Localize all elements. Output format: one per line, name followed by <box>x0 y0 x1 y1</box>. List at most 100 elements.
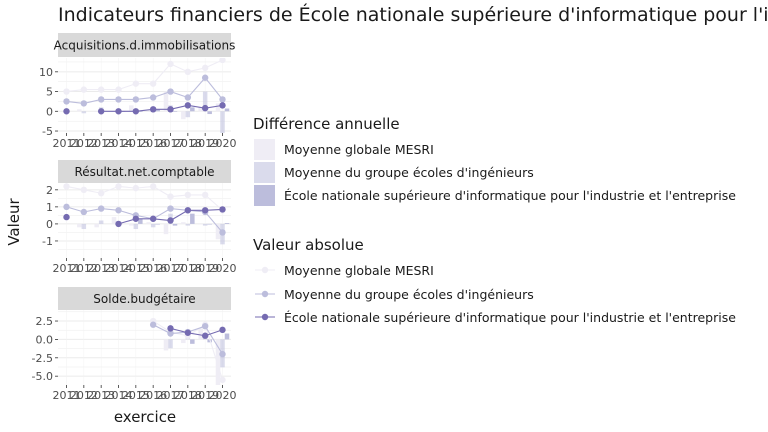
point-mesri <box>80 186 88 194</box>
legend-point-mesri <box>261 266 269 274</box>
point-groupe <box>167 88 174 95</box>
x-tick-label: 2016 <box>139 137 167 150</box>
point-ecole <box>167 106 174 113</box>
x-tick-label: 2016 <box>139 389 167 402</box>
bar-diff-groupe <box>150 223 156 228</box>
x-tick-label: 2019 <box>191 262 219 275</box>
bar-diff-ecole <box>224 223 230 224</box>
x-tick-label: 2017 <box>157 389 185 402</box>
point-groupe <box>63 98 70 105</box>
point-ecole <box>201 207 209 214</box>
x-tick-label: 2012 <box>70 137 98 150</box>
legend-bar-label-ecole: École nationale supérieure d'informatiqu… <box>284 188 736 203</box>
point-ecole <box>132 108 140 115</box>
bar-diff-mesri <box>129 223 134 226</box>
x-tick-label: 2013 <box>87 389 115 402</box>
bar-diff-groupe <box>185 223 191 226</box>
point-mesri <box>97 190 105 197</box>
line-groupe <box>66 206 223 233</box>
bar-diff-groupe <box>81 111 87 114</box>
point-ecole <box>115 220 122 228</box>
y-tick-label: 5 <box>46 86 53 99</box>
bar-diff-ecole <box>172 223 178 226</box>
bar-diff-groupe <box>98 220 104 224</box>
x-tick-label: 2011 <box>53 137 81 150</box>
bar-diff-mesri <box>163 339 169 351</box>
bar-diff-mesri <box>215 103 221 112</box>
legend-line-label-ecole: École nationale supérieure d'informatiqu… <box>284 310 736 325</box>
bar-diff-ecole <box>172 111 178 112</box>
point-ecole <box>201 104 209 112</box>
point-groupe <box>132 96 140 103</box>
panel-plot-area <box>63 183 230 245</box>
x-axis-title: exercice <box>114 408 176 426</box>
x-tick-label: 2015 <box>122 389 150 402</box>
point-ecole <box>63 213 70 221</box>
legend: Différence annuelle Moyenne globale MESR… <box>253 115 736 325</box>
point-ecole <box>219 102 226 109</box>
x-tick-label: 2020 <box>209 389 237 402</box>
point-mesri <box>97 86 105 93</box>
bar-diff-ecole <box>190 339 195 344</box>
bar-diff-ecole <box>190 107 195 112</box>
x-tick-label: 2015 <box>122 137 150 150</box>
x-tick-label: 2014 <box>105 389 133 402</box>
point-mesri <box>63 88 70 95</box>
x-tick-label: 2019 <box>191 137 219 150</box>
facet-strip <box>58 33 231 57</box>
y-tick-label: 2 <box>46 184 53 197</box>
legend-bar-swatch-ecole <box>254 185 275 206</box>
x-tick-label: 2017 <box>157 137 185 150</box>
point-groupe <box>80 100 88 107</box>
legend-line-label-mesri: Moyenne globale MESRI <box>284 263 434 278</box>
point-groupe <box>97 205 105 212</box>
point-groupe <box>97 96 105 103</box>
point-ecole <box>149 106 157 113</box>
bar-diff-groupe <box>202 223 208 226</box>
x-tick-label: 2018 <box>174 389 202 402</box>
legend-point-ecole <box>261 313 269 321</box>
bar-diff-mesri <box>163 223 169 235</box>
legend-bar-swatch-mesri <box>254 139 275 160</box>
x-tick-label: 2018 <box>174 262 202 275</box>
point-ecole <box>184 329 192 336</box>
point-mesri <box>132 184 140 192</box>
point-ecole <box>115 108 122 115</box>
point-ecole <box>184 102 192 109</box>
point-groupe <box>167 330 174 337</box>
x-tick-label: 2020 <box>209 137 237 150</box>
point-ecole <box>184 207 192 214</box>
bar-diff-mesri <box>77 109 82 112</box>
x-tick-label: 2014 <box>105 137 133 150</box>
point-ecole <box>167 325 174 332</box>
line-groupe <box>66 76 223 104</box>
y-tick-label: 1 <box>46 201 53 214</box>
y-tick-label: 2.5 <box>36 315 54 328</box>
point-mesri <box>132 80 140 87</box>
bar-diff-mesri <box>198 223 203 225</box>
y-tick-label: 0 <box>46 218 53 231</box>
point-ecole <box>201 332 209 339</box>
bar-diff-mesri <box>181 222 186 224</box>
legend-lines-title: Valeur absolue <box>253 236 364 254</box>
point-groupe <box>201 74 209 81</box>
point-mesri <box>201 64 209 72</box>
x-tick-label: 2012 <box>70 389 98 402</box>
bar-diff-mesri <box>181 339 186 344</box>
legend-point-groupe <box>261 290 269 298</box>
bar-diff-mesri <box>215 339 221 385</box>
bar-diff-mesri <box>163 91 169 112</box>
point-groupe <box>63 203 70 211</box>
y-tick-label: 0 <box>46 105 53 118</box>
point-mesri <box>184 68 192 76</box>
bar-diff-mesri <box>94 111 99 112</box>
point-mesri <box>219 58 226 64</box>
x-tick-label: 2019 <box>191 389 219 402</box>
bar-diff-mesri <box>94 223 99 228</box>
x-tick-label: 2011 <box>53 389 81 402</box>
facet-strip-label: Résultat.net.comptable <box>74 165 214 179</box>
x-tick-label: 2013 <box>87 262 115 275</box>
facet-panels: Acquisitions.d.immobilisations-505102011… <box>32 33 237 402</box>
bar-diff-ecole <box>155 223 160 225</box>
